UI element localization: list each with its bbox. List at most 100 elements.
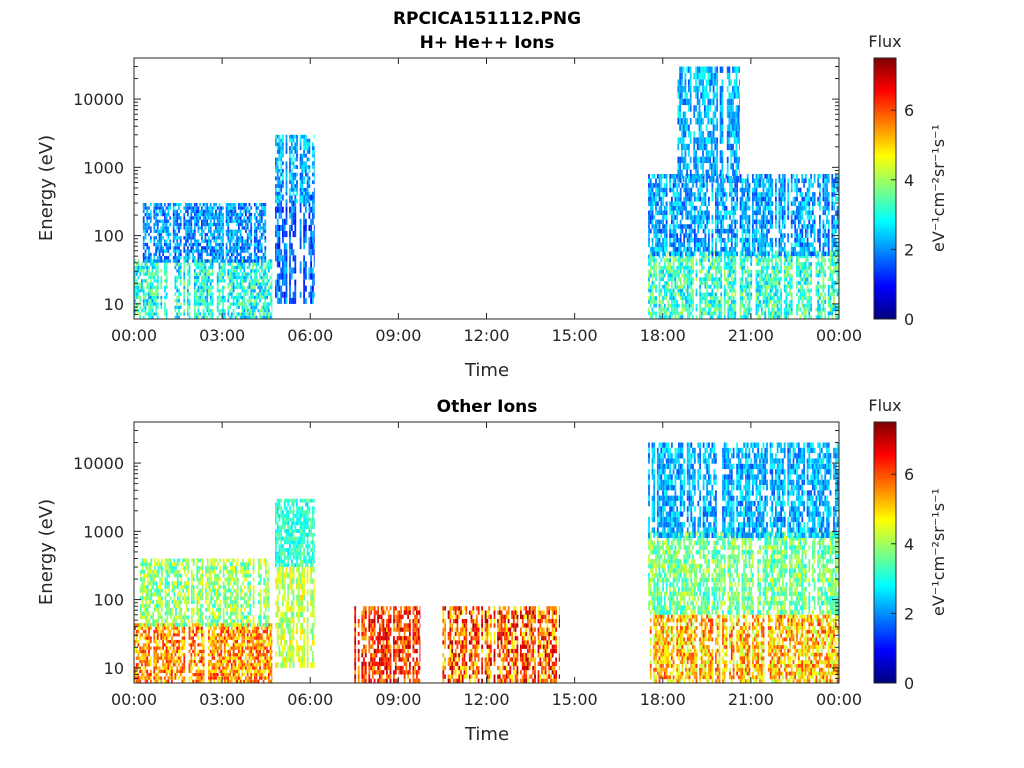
spectrogram-cell	[278, 191, 281, 196]
spectrogram-cell	[144, 242, 147, 247]
spectrogram-cell	[232, 259, 235, 263]
spectrogram-cell	[267, 265, 270, 270]
spectrogram-cell	[730, 201, 733, 206]
spectrogram-cell	[301, 161, 304, 166]
spectrogram-cell	[211, 222, 214, 227]
spectrogram-cell	[775, 254, 777, 259]
spectrogram-cell	[651, 205, 654, 211]
spectrogram-cell	[164, 209, 166, 213]
spectrogram-cell	[743, 288, 745, 293]
spectrogram-cell	[669, 292, 671, 297]
spectrogram-cell	[829, 262, 832, 266]
spectrogram-cell	[803, 254, 805, 259]
spectrogram-cell	[759, 288, 761, 293]
spectrogram-cell	[153, 242, 156, 247]
spectrogram-cell	[276, 279, 279, 286]
spectrogram-cell	[678, 273, 680, 278]
spectrogram-cell	[648, 219, 650, 225]
spectrogram-cell	[232, 219, 235, 223]
spectrogram-cell	[803, 247, 805, 252]
spectrogram-cell	[285, 176, 288, 181]
spectrogram-cell	[186, 226, 189, 230]
spectrogram-cell	[769, 242, 772, 248]
spectrogram-cell	[764, 300, 767, 304]
spectrogram-cell	[310, 206, 312, 213]
spectrogram-cell	[656, 233, 659, 238]
spectrogram-cell	[199, 262, 201, 266]
spectrogram-cell	[142, 295, 145, 300]
spectrogram-cell	[658, 303, 661, 308]
spectrogram-cell	[806, 215, 809, 220]
spectrogram-cell	[757, 296, 760, 300]
spectrogram-cell	[729, 237, 731, 243]
spectrogram-cell	[799, 273, 802, 278]
spectrogram-cell	[236, 269, 238, 273]
spectrogram-cell	[193, 285, 196, 290]
spectrogram-cell	[693, 251, 696, 257]
spectrogram-cell	[723, 258, 726, 263]
spectrogram-cell	[282, 206, 284, 213]
spectrogram-cell	[716, 233, 719, 238]
spectrogram-cell	[660, 187, 663, 193]
spectrogram-cell	[253, 295, 256, 300]
spectrogram-cell	[289, 212, 291, 219]
spectrogram-cell	[755, 196, 758, 202]
spectrogram-cell	[155, 219, 157, 223]
spectrogram-cell	[720, 303, 723, 308]
spectrogram-cell	[241, 279, 244, 283]
spectrogram-cell	[153, 252, 156, 257]
spectrogram-cell	[232, 252, 235, 257]
spectrogram-cell	[748, 251, 751, 257]
spectrogram-cell	[216, 219, 219, 223]
spectrogram-cell	[702, 281, 705, 285]
spectrogram-cell	[193, 239, 196, 243]
spectrogram-cell	[776, 281, 779, 285]
spectrogram-cell	[743, 228, 745, 234]
spectrogram-cell	[264, 246, 267, 250]
spectrogram-cell	[741, 284, 744, 289]
spectrogram-cell	[134, 279, 136, 283]
spectrogram-cell	[195, 206, 198, 210]
spectrogram-cell	[704, 215, 707, 220]
spectrogram-cell	[762, 251, 765, 257]
spectrogram-cell	[282, 184, 284, 188]
spectrogram-cell	[172, 259, 175, 263]
spectrogram-cell	[148, 292, 150, 296]
spectrogram-cell	[209, 226, 212, 230]
spectrogram-cell	[677, 169, 680, 176]
spectrogram-cell	[827, 311, 830, 316]
spectrogram-cell	[760, 233, 763, 238]
spectrogram-cell	[769, 192, 772, 197]
spectrogram-cell	[197, 226, 200, 230]
spectrogram-cell	[706, 292, 708, 297]
spectrogram-cell	[232, 236, 235, 240]
spectrogram-cell	[727, 303, 730, 308]
spectrogram-cell	[711, 262, 714, 266]
spectrogram-cell	[160, 256, 163, 260]
spectrogram-cell	[313, 134, 315, 139]
spectrogram-cell	[766, 215, 768, 220]
spectrogram-cell	[165, 275, 168, 280]
spectrogram-cell	[153, 236, 156, 240]
spectrogram-cell	[269, 285, 272, 290]
spectrogram-cell	[752, 210, 754, 216]
spectrogram-cell	[824, 307, 827, 312]
spectrogram-cell	[202, 239, 205, 243]
spectrogram-cell	[829, 300, 832, 304]
spectrogram-cell	[662, 210, 664, 216]
spectrogram-cell	[662, 277, 664, 282]
spectrogram-cell	[704, 311, 707, 316]
spectrogram-cell	[676, 210, 679, 216]
spectrogram-cell	[208, 236, 210, 240]
spectrogram-cell	[743, 269, 745, 274]
spectrogram-cell	[702, 254, 705, 259]
spectrogram-cell	[204, 299, 207, 303]
spectrogram-cell	[269, 299, 272, 303]
spectrogram-cell	[239, 203, 242, 207]
spectrogram-cell	[766, 201, 768, 206]
spectrogram-cell	[243, 256, 246, 260]
spectrogram-cell	[799, 315, 802, 319]
spectrogram-cell	[201, 299, 203, 303]
spectrogram-cell	[225, 213, 228, 217]
spectrogram-cell	[773, 296, 775, 300]
